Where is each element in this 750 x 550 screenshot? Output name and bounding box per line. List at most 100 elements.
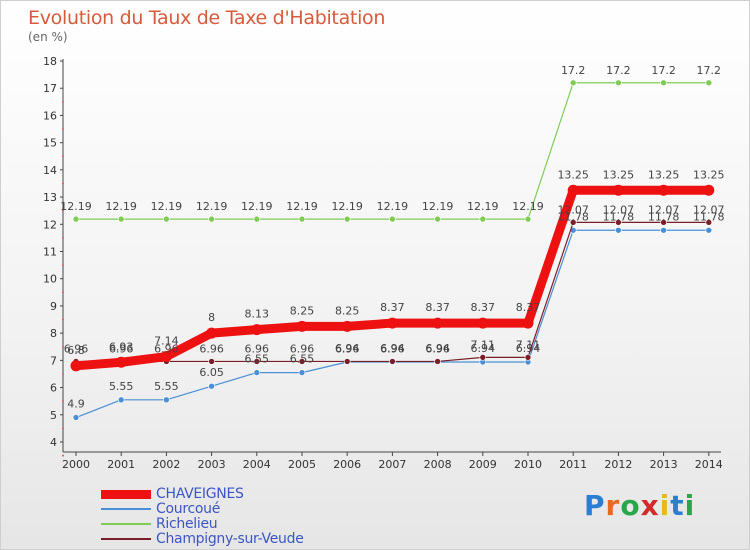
data-label: 12.19 (377, 200, 409, 213)
legend-label: CHAVEIGNES (156, 486, 244, 502)
logo-letter: P (584, 489, 606, 522)
data-label: 6.96 (109, 342, 134, 355)
data-label: 6.55 (245, 353, 270, 366)
data-label: 17.2 (697, 64, 722, 77)
data-label: 8 (208, 311, 215, 324)
legend-swatch (101, 489, 151, 499)
logo-letter: x (640, 489, 660, 522)
chart-title: Evolution du Taux de Taxe d'Habitation (28, 7, 386, 29)
y-tick-label: 15 (43, 137, 57, 150)
x-tick-label: 2005 (288, 458, 316, 471)
data-label: 8.37 (516, 301, 541, 314)
data-label: 6.96 (335, 342, 360, 355)
legend-swatch (101, 523, 151, 525)
data-point (208, 215, 215, 223)
data-point (298, 215, 306, 223)
data-point (163, 215, 170, 223)
data-point (298, 358, 306, 365)
data-label: 12.19 (512, 200, 544, 213)
x-tick-label: 2012 (604, 458, 632, 471)
y-minor-tick (62, 454, 64, 457)
data-point (524, 215, 532, 223)
data-label: 17.2 (606, 64, 631, 77)
y-minor-tick (62, 155, 64, 158)
legend-label: Courcoué (156, 501, 221, 517)
data-label: 6.96 (154, 342, 179, 355)
data-label: 12.07 (693, 203, 725, 216)
y-tick-label: 16 (43, 109, 57, 122)
y-minor-tick (62, 182, 64, 185)
data-point (115, 356, 127, 368)
x-tick-label: 2004 (243, 458, 271, 471)
data-point (208, 358, 215, 365)
data-point (660, 226, 667, 234)
legend-label: Champigny-sur-Veude (156, 531, 304, 547)
data-label: 12.07 (603, 203, 635, 216)
data-point (524, 354, 532, 361)
data-point (477, 317, 489, 329)
logo-letter: r (605, 489, 621, 522)
logo-letter: i (684, 489, 696, 522)
y-tick-label: 6 (50, 382, 57, 395)
data-label: 12.19 (196, 200, 228, 213)
data-label: 6.96 (245, 342, 270, 355)
x-tick-label: 2000 (62, 458, 90, 471)
data-point (206, 327, 218, 339)
y-tick-label: 12 (43, 218, 57, 231)
legend-label: Richelieu (156, 516, 218, 532)
data-label: 8.13 (245, 308, 270, 321)
data-point (569, 79, 577, 87)
y-tick-label: 4 (50, 436, 57, 449)
y-tick-label: 5 (50, 409, 57, 422)
data-label: 12.19 (467, 200, 499, 213)
data-point (612, 184, 624, 196)
data-point (569, 219, 577, 226)
data-point (208, 382, 215, 390)
data-label: 13.25 (693, 168, 725, 181)
data-label: 13.25 (648, 168, 680, 181)
data-label: 6.94 (335, 342, 360, 355)
y-minor-tick (62, 128, 64, 131)
data-point (615, 79, 622, 87)
data-point (343, 358, 351, 365)
y-tick-label: 14 (43, 164, 57, 177)
data-label: 17.2 (651, 64, 676, 77)
data-label: 8.37 (380, 301, 405, 314)
data-label: 6.96 (380, 342, 405, 355)
data-label: 13.25 (603, 168, 635, 181)
y-tick-label: 17 (43, 82, 57, 95)
y-minor-tick (62, 291, 64, 294)
data-label: 8.25 (290, 304, 315, 317)
data-point (389, 215, 396, 223)
data-point (117, 215, 125, 223)
x-tick-label: 2008 (424, 458, 452, 471)
data-point (117, 396, 125, 404)
x-tick-label: 2009 (469, 458, 497, 471)
series-line-2 (76, 82, 709, 220)
data-label: 6.96 (425, 342, 450, 355)
y-minor-tick (62, 100, 64, 103)
data-label: 6.05 (199, 366, 224, 379)
y-minor-tick (62, 264, 64, 267)
data-label: 6.93 (109, 340, 134, 353)
data-point (298, 369, 306, 376)
chart-subtitle: (en %) (28, 30, 68, 44)
x-tick-label: 2006 (333, 458, 361, 471)
data-label: 8.37 (425, 301, 450, 314)
x-tick-label: 2007 (378, 458, 406, 471)
data-point (434, 358, 441, 365)
data-point (253, 358, 261, 365)
y-tick-label: 10 (43, 273, 57, 286)
x-tick-label: 2011 (559, 458, 587, 471)
data-point (253, 215, 261, 223)
data-label: 6.55 (290, 353, 315, 366)
legend-swatch (101, 538, 151, 540)
y-minor-tick (62, 345, 64, 348)
data-label: 12.07 (648, 203, 680, 216)
data-label: 7.14 (154, 335, 179, 348)
data-label: 5.55 (154, 380, 179, 393)
data-point (660, 219, 667, 226)
data-label: 11.78 (557, 210, 589, 223)
